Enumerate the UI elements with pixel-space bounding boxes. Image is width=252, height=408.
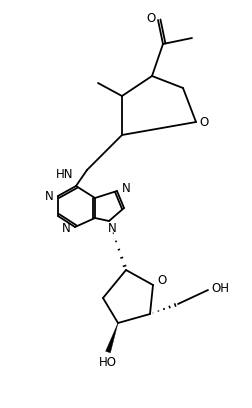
Text: O: O	[199, 117, 209, 129]
Text: N: N	[45, 189, 53, 202]
Text: O: O	[158, 275, 167, 288]
Text: N: N	[122, 182, 130, 195]
Text: O: O	[146, 13, 156, 25]
Text: HN: HN	[55, 169, 73, 182]
Text: N: N	[62, 222, 70, 235]
Text: OH: OH	[211, 282, 229, 295]
Text: N: N	[108, 222, 116, 235]
Polygon shape	[106, 323, 118, 353]
Text: HO: HO	[99, 355, 117, 368]
